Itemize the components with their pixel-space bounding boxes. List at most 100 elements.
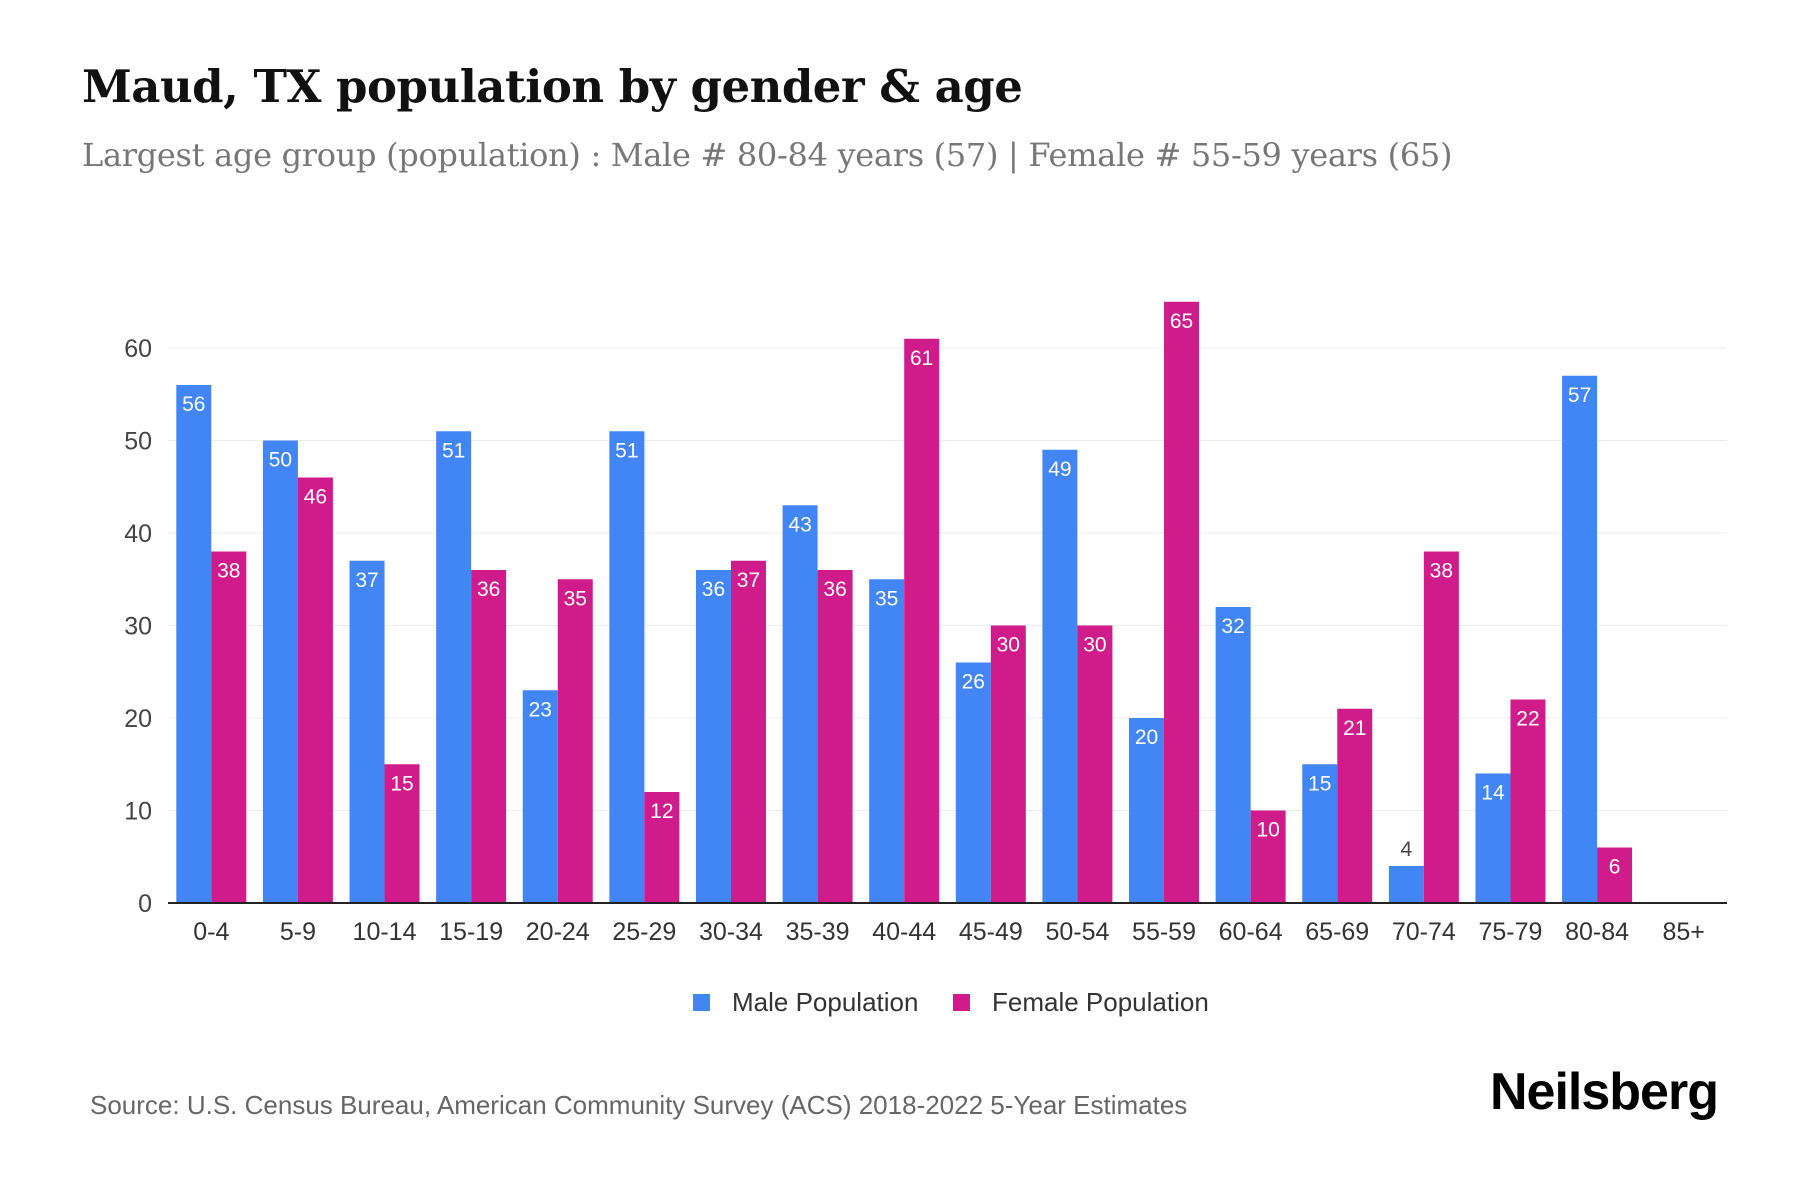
bar-female (557, 579, 593, 903)
bar-male (436, 431, 472, 903)
bar-female (1077, 625, 1113, 903)
bar-male (695, 570, 731, 903)
legend-male-swatch (693, 994, 710, 1011)
data-label: 65 (1170, 310, 1193, 333)
x-tick-label: 0-4 (193, 918, 229, 946)
bar-female (471, 570, 507, 903)
bar-female (1597, 847, 1633, 903)
data-label: 61 (910, 347, 933, 370)
data-label: 15 (1308, 772, 1331, 795)
bar-male (955, 662, 991, 903)
legend-male: Male Population (693, 987, 918, 1018)
x-tick-label: 55-59 (1132, 918, 1196, 946)
x-tick-label: 80-84 (1565, 918, 1629, 946)
bar-male (349, 560, 385, 903)
y-tick-label: 10 (124, 798, 152, 826)
data-label: 36 (477, 578, 500, 601)
x-tick-label: 85+ (1662, 918, 1704, 946)
data-label: 26 (962, 671, 985, 694)
x-tick-label: 40-44 (872, 918, 936, 946)
y-tick-label: 30 (124, 613, 152, 641)
x-tick-label: 60-64 (1219, 918, 1283, 946)
bar-female (730, 560, 766, 903)
data-label: 37 (737, 569, 760, 592)
data-label: 38 (217, 560, 240, 583)
data-label: 15 (390, 772, 413, 795)
data-label: 35 (875, 587, 898, 610)
bar-female (1164, 301, 1200, 903)
x-tick-label: 25-29 (612, 918, 676, 946)
y-tick-label: 0 (138, 890, 152, 918)
x-tick-label: 50-54 (1045, 918, 1109, 946)
data-label: 12 (650, 800, 673, 823)
data-label: 14 (1481, 782, 1505, 805)
bar-male (1129, 718, 1165, 903)
bar-male (1215, 607, 1251, 903)
bar-female (817, 570, 853, 903)
x-tick-label: 75-79 (1478, 918, 1542, 946)
bar-female (211, 551, 247, 903)
data-label: 20 (1135, 726, 1158, 749)
legend-male-label: Male Population (732, 987, 919, 1017)
data-label: 10 (1256, 819, 1279, 842)
data-label: 35 (564, 587, 587, 610)
data-label: 43 (788, 513, 811, 536)
chart-subtitle: Largest age group (population) : Male # … (82, 136, 1453, 174)
data-label: 38 (1430, 560, 1453, 583)
legend-female-label: Female Population (992, 987, 1209, 1017)
data-label: 4 (1401, 838, 1413, 861)
y-tick-label: 50 (124, 428, 152, 456)
data-label: 37 (355, 569, 378, 592)
x-tick-label: 5-9 (280, 918, 316, 946)
data-label: 6 (1609, 856, 1621, 879)
bar-male (1388, 866, 1424, 903)
data-label: 22 (1516, 708, 1539, 731)
x-tick-label: 70-74 (1392, 918, 1456, 946)
y-tick-label: 40 (124, 520, 152, 548)
y-tick-label: 60 (124, 335, 152, 363)
bar-female (384, 764, 420, 903)
data-label: 36 (823, 578, 846, 601)
data-label: 49 (1048, 458, 1071, 481)
legend-female: Female Population (953, 987, 1209, 1018)
source-note: Source: U.S. Census Bureau, American Com… (90, 1090, 1188, 1120)
bar-male (1302, 764, 1338, 903)
x-tick-label: 35-39 (786, 918, 850, 946)
bar-male (176, 385, 212, 903)
x-tick-label: 20-24 (526, 918, 590, 946)
bar-male (1475, 773, 1511, 903)
y-tick-label: 20 (124, 705, 152, 733)
bar-male (782, 505, 818, 903)
x-tick-label: 30-34 (699, 918, 763, 946)
bar-female (1337, 708, 1373, 903)
data-label: 21 (1343, 717, 1366, 740)
data-label: 51 (442, 439, 465, 462)
bar-male (522, 690, 558, 903)
bar-male (262, 440, 298, 903)
x-tick-label: 15-19 (439, 918, 503, 946)
data-label: 32 (1221, 615, 1244, 638)
bar-male (1562, 375, 1598, 903)
bar-male (869, 579, 905, 903)
bar-female (297, 477, 333, 903)
data-label: 30 (997, 634, 1020, 657)
data-label: 36 (702, 578, 725, 601)
bar-female (990, 625, 1026, 903)
bar-female (1510, 699, 1546, 903)
x-tick-label: 65-69 (1305, 918, 1369, 946)
bar-female (1250, 810, 1286, 903)
data-label: 51 (615, 439, 638, 462)
bar-female (1423, 551, 1459, 903)
bar-male (609, 431, 645, 903)
data-label: 46 (304, 486, 327, 509)
data-label: 57 (1568, 384, 1591, 407)
data-label: 30 (1083, 634, 1106, 657)
bar-female (644, 792, 680, 903)
data-label: 50 (269, 449, 292, 472)
bar-male (1042, 449, 1078, 903)
chart-title: Maud, TX population by gender & age (82, 60, 1023, 113)
x-tick-label: 45-49 (959, 918, 1023, 946)
legend-female-swatch (953, 994, 970, 1011)
data-label: 23 (529, 698, 552, 721)
